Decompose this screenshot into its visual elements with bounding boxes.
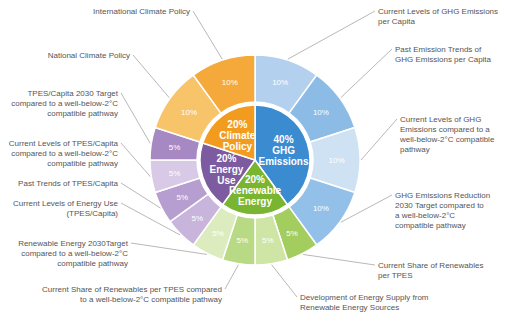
svg-text:Current Levels of GHGEmissions: Current Levels of GHGEmissions compared … xyxy=(399,115,495,154)
svg-text:10%: 10% xyxy=(181,108,197,117)
svg-text:5%: 5% xyxy=(177,193,189,202)
svg-text:10%: 10% xyxy=(272,78,288,87)
svg-text:Current Share of Renewablesper: Current Share of Renewablesper TPES xyxy=(378,261,483,280)
svg-text:10%: 10% xyxy=(313,108,329,117)
svg-text:5%: 5% xyxy=(262,236,274,245)
svg-text:International Climate Policy: International Climate Policy xyxy=(93,7,190,16)
svg-text:40%GHGEmissions: 40%GHGEmissions xyxy=(259,134,309,167)
svg-text:Current Share of Renewables pe: Current Share of Renewables per TPES com… xyxy=(42,285,222,304)
svg-text:5%: 5% xyxy=(169,143,181,152)
svg-text:Renewable Energy 2030Targetcom: Renewable Energy 2030Targetcompared to a… xyxy=(18,239,129,268)
svg-text:Past Trends of TPES/Capita: Past Trends of TPES/Capita xyxy=(18,179,118,188)
svg-text:Current Levels of GHG Emission: Current Levels of GHG Emissionsper Capit… xyxy=(378,7,498,26)
svg-text:20%RenewableEnergy: 20%RenewableEnergy xyxy=(229,174,282,207)
svg-text:5%: 5% xyxy=(286,229,298,238)
svg-text:10%: 10% xyxy=(313,204,329,213)
svg-text:5%: 5% xyxy=(169,169,181,178)
svg-text:Development of Energy Supply f: Development of Energy Supply fromRenewab… xyxy=(300,293,429,312)
svg-text:10%: 10% xyxy=(222,78,238,87)
svg-text:Current Levels of TPES/Capitac: Current Levels of TPES/Capitacompared to… xyxy=(9,139,119,168)
svg-text:20%EnergyUse: 20%EnergyUse xyxy=(210,153,244,186)
svg-text:TPES/Capita 2030 Targetcompare: TPES/Capita 2030 Targetcompared to a wel… xyxy=(11,89,119,118)
svg-text:5%: 5% xyxy=(192,214,204,223)
svg-text:5%: 5% xyxy=(212,229,224,238)
svg-text:GHG Emissions Reduction2030 Ta: GHG Emissions Reduction2030 Target compa… xyxy=(395,191,490,230)
svg-text:Past Emission Trends ofGHG Emi: Past Emission Trends ofGHG Emissions per… xyxy=(395,45,492,64)
svg-text:National Climate Policy: National Climate Policy xyxy=(48,51,130,60)
svg-text:5%: 5% xyxy=(236,236,248,245)
svg-text:20%ClimatePolicy: 20%ClimatePolicy xyxy=(219,119,256,152)
svg-text:Current Levels of Energy Use(T: Current Levels of Energy Use(TPES/Capita… xyxy=(13,199,118,218)
svg-text:10%: 10% xyxy=(328,156,344,165)
